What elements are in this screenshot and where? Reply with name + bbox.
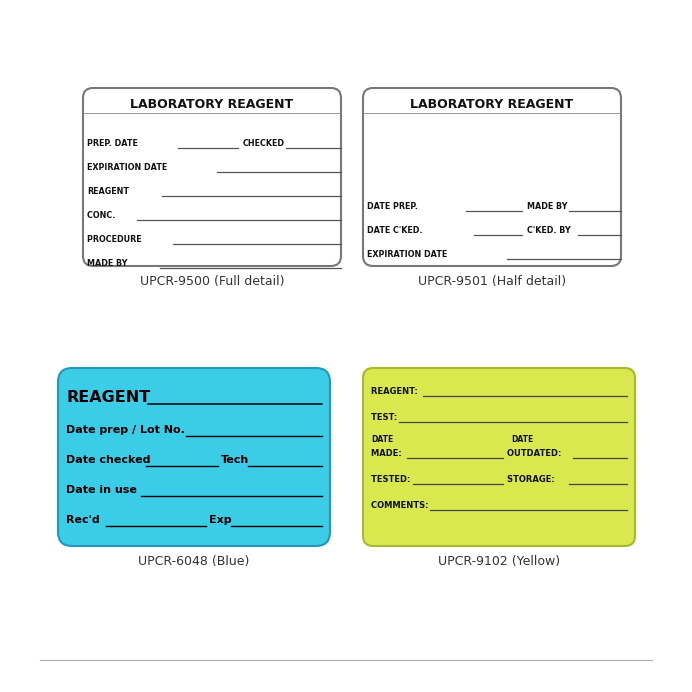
Text: UPCR-9500 (Full detail): UPCR-9500 (Full detail) bbox=[140, 275, 284, 289]
Text: Date prep / Lot No.: Date prep / Lot No. bbox=[66, 425, 189, 435]
FancyBboxPatch shape bbox=[83, 88, 341, 266]
Text: PREP. DATE: PREP. DATE bbox=[87, 139, 138, 148]
Text: Tech: Tech bbox=[221, 455, 249, 465]
Text: STORAGE:: STORAGE: bbox=[507, 475, 558, 484]
Text: TESTED:: TESTED: bbox=[371, 475, 413, 484]
FancyBboxPatch shape bbox=[58, 368, 330, 546]
Text: Exp: Exp bbox=[209, 515, 232, 525]
Text: C'KED. BY: C'KED. BY bbox=[527, 226, 571, 235]
Text: Date in use: Date in use bbox=[66, 485, 137, 495]
Text: OUTDATED:: OUTDATED: bbox=[507, 448, 564, 457]
FancyBboxPatch shape bbox=[363, 368, 635, 546]
Text: LABORATORY REAGENT: LABORATORY REAGENT bbox=[410, 98, 574, 111]
Text: CONC.: CONC. bbox=[87, 211, 118, 220]
Text: COMMENTS:: COMMENTS: bbox=[371, 500, 431, 509]
Text: CHECKED: CHECKED bbox=[243, 139, 285, 148]
Text: TEST:: TEST: bbox=[371, 412, 400, 421]
Text: REAGENT: REAGENT bbox=[87, 188, 129, 197]
Text: MADE:: MADE: bbox=[371, 448, 405, 457]
Text: EXPIRATION DATE: EXPIRATION DATE bbox=[367, 251, 450, 260]
Text: Date checked: Date checked bbox=[66, 455, 150, 465]
Text: EXPIRATION DATE: EXPIRATION DATE bbox=[87, 163, 167, 172]
Text: REAGENT:: REAGENT: bbox=[371, 387, 421, 396]
Text: REAGENT: REAGENT bbox=[66, 390, 150, 406]
Text: DATE: DATE bbox=[371, 435, 393, 444]
Text: UPCR-6048 (Blue): UPCR-6048 (Blue) bbox=[138, 556, 250, 569]
FancyBboxPatch shape bbox=[363, 88, 621, 266]
Text: DATE PREP.: DATE PREP. bbox=[367, 202, 421, 211]
Text: LABORATORY REAGENT: LABORATORY REAGENT bbox=[130, 98, 293, 111]
Text: DATE C'KED.: DATE C'KED. bbox=[367, 226, 426, 235]
Text: MADE BY: MADE BY bbox=[87, 260, 130, 268]
Text: Rec'd: Rec'd bbox=[66, 515, 100, 525]
Text: MADE BY: MADE BY bbox=[527, 202, 567, 211]
Text: UPCR-9501 (Half detail): UPCR-9501 (Half detail) bbox=[418, 275, 566, 289]
Text: DATE: DATE bbox=[511, 435, 534, 444]
Text: UPCR-9102 (Yellow): UPCR-9102 (Yellow) bbox=[438, 556, 560, 569]
Text: PROCEDURE: PROCEDURE bbox=[87, 235, 145, 244]
